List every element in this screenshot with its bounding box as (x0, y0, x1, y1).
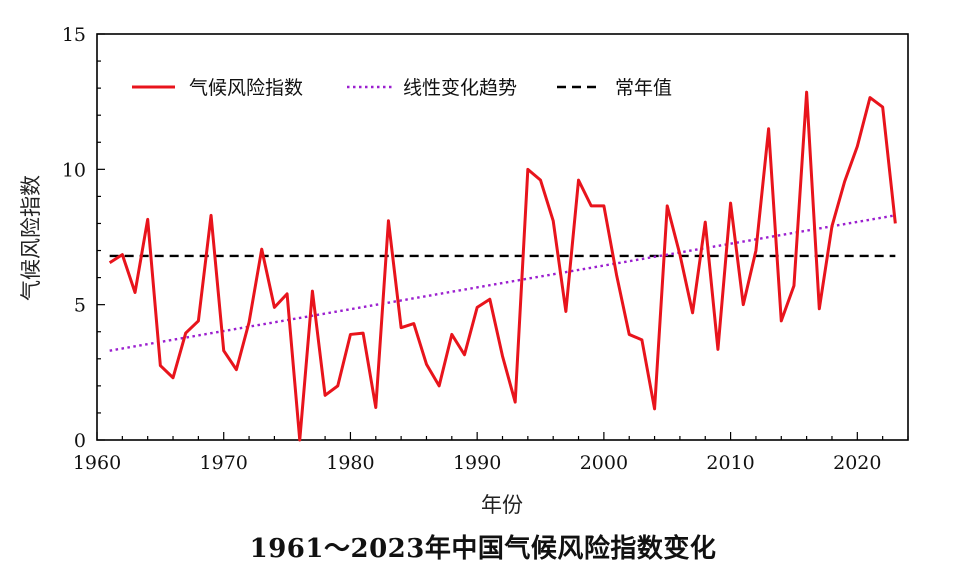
y-tick-label: 15 (62, 24, 86, 46)
y-tick-label: 0 (74, 430, 86, 452)
x-tick-label: 1980 (326, 452, 374, 474)
figure-caption: 1961～2023年中国气候风险指数变化 (249, 534, 717, 564)
legend-label-trend: 线性变化趋势 (403, 77, 517, 99)
legend-label-risk-index: 气候风险指数 (189, 77, 303, 99)
risk-index-line (108, 90, 897, 442)
legend: 气候风险指数 线性变化趋势 常年值 (132, 77, 672, 99)
trend-line (109, 214, 896, 352)
axis-ticks: 1960 1970 1980 1990 2000 2010 2020 0 5 10 15 (62, 24, 909, 474)
chart: 1960 1970 1980 1990 2000 2010 2020 0 5 10 15 气候风险指… (19, 24, 909, 517)
legend-label-normal: 常年值 (615, 77, 672, 99)
x-tick-label: 1990 (453, 452, 501, 474)
x-tick-label: 2020 (833, 452, 881, 474)
y-axis-label: 气候风险指数 (19, 175, 43, 301)
x-axis-label: 年份 (481, 493, 523, 517)
x-tick-label: 2010 (706, 452, 754, 474)
y-tick-label: 10 (62, 159, 86, 181)
y-tick-label: 5 (74, 295, 86, 317)
x-tick-label: 2000 (580, 452, 628, 474)
x-tick-label: 1970 (200, 452, 248, 474)
x-tick-label: 1960 (73, 452, 121, 474)
series-lines (108, 90, 897, 442)
